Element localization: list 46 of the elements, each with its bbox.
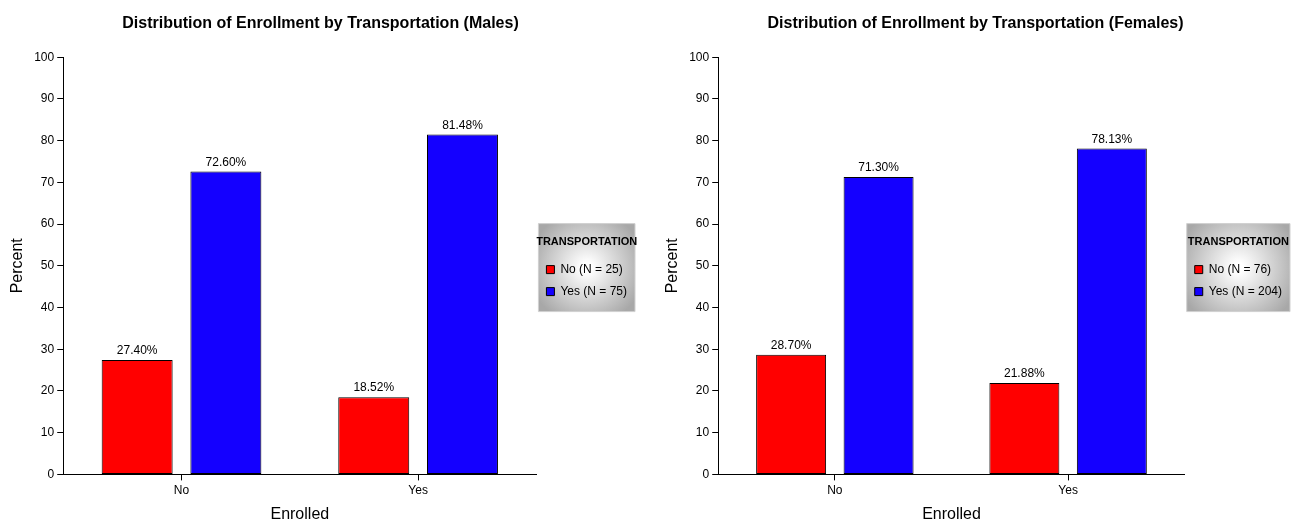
text: 18.52%	[353, 380, 395, 395]
y-tick-label: 0	[702, 466, 710, 481]
legend-title: TRANSPORTATION	[1187, 234, 1289, 247]
x-tick-label: No	[827, 482, 843, 497]
text: 78.13%	[1091, 131, 1133, 146]
text: 72.60%	[205, 154, 247, 169]
legend-label: No (N = 25)	[560, 261, 623, 276]
y-tick-label: 10	[40, 424, 55, 439]
legend-label: Yes (N = 204)	[1208, 283, 1282, 298]
text: 28.70%	[770, 337, 812, 352]
x-axis-title: Enrolled	[270, 504, 330, 522]
x-tick-label: Yes	[408, 482, 428, 497]
y-axis-title: Percent	[8, 237, 26, 294]
y-tick-label: 80	[40, 132, 55, 147]
legend-label: Yes (N = 75)	[560, 283, 627, 298]
y-tick-label: 80	[695, 132, 710, 147]
chart-title: Distribution of Enrollment by Transportation (Males)	[122, 14, 519, 32]
y-tick-label: 40	[40, 299, 55, 314]
y-tick-label: 100	[34, 49, 55, 64]
text: 81.48%	[442, 117, 483, 132]
y-tick-label: 100	[689, 49, 710, 64]
y-tick-label: 10	[695, 424, 710, 439]
y-tick-label: 90	[695, 91, 710, 106]
chart-title: Distribution of Enrollment by Transportation (Females)	[767, 14, 1184, 32]
y-tick-label: 40	[695, 299, 710, 314]
y-tick-label: 60	[40, 216, 55, 231]
x-tick-label: No	[173, 482, 190, 497]
x-axis-title: Enrolled	[922, 504, 981, 522]
legend-label: No (N = 76)	[1208, 261, 1272, 276]
y-tick-label: 60	[695, 216, 710, 231]
text: 27.40%	[116, 343, 158, 358]
y-tick-label: 90	[40, 91, 55, 106]
y-tick-label: 70	[695, 174, 710, 189]
y-tick-label: 20	[695, 383, 710, 398]
y-tick-label: 50	[695, 258, 710, 273]
y-tick-label: 20	[40, 383, 55, 398]
y-tick-label: 30	[695, 341, 710, 356]
legend-title: TRANSPORTATION	[536, 234, 638, 247]
y-tick-label: 30	[40, 341, 55, 356]
y-tick-label: 70	[40, 174, 55, 189]
y-tick-label: 0	[47, 466, 55, 481]
x-tick-label: Yes	[1058, 482, 1078, 497]
y-tick-label: 50	[40, 258, 55, 273]
y-axis-title: Percent	[663, 237, 681, 294]
text: 71.30%	[858, 160, 899, 175]
text: 21.88%	[1004, 366, 1045, 381]
